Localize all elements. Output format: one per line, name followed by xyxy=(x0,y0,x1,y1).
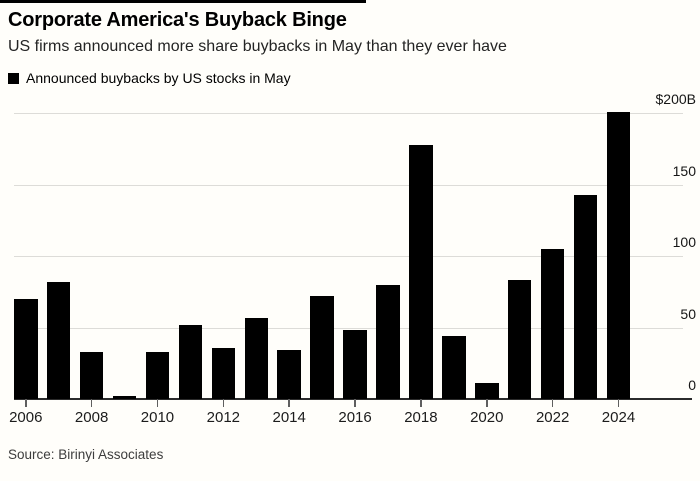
x-axis-label-2018: 2018 xyxy=(404,409,438,426)
bar-2022 xyxy=(540,248,565,399)
bar-2021 xyxy=(507,280,532,399)
gridline-100 xyxy=(14,256,683,258)
y-axis-label-200B: $200B xyxy=(655,91,696,108)
bar-2024 xyxy=(606,111,631,399)
x-tick-2008 xyxy=(90,399,93,407)
x-tick-2024 xyxy=(617,399,620,407)
bar-2006 xyxy=(14,298,38,399)
x-axis-label-2008: 2008 xyxy=(74,409,109,426)
bar-2007 xyxy=(46,281,71,399)
bar-2015 xyxy=(310,296,334,399)
y-axis-label-50: 50 xyxy=(680,305,696,322)
x-axis-label-2010: 2010 xyxy=(140,409,175,426)
source-attribution: Source: Birinyi Associates xyxy=(8,447,164,462)
bar-2018 xyxy=(409,144,433,399)
x-axis-label-2022: 2022 xyxy=(535,409,570,426)
bar-2020 xyxy=(475,383,499,399)
gridline-200 xyxy=(14,113,683,115)
y-axis-label-0: 0 xyxy=(688,377,696,393)
x-axis-label-2016: 2016 xyxy=(338,409,372,426)
legend-label: Announced buybacks by US stocks in May xyxy=(26,70,291,86)
x-axis-label-2006: 2006 xyxy=(9,409,43,426)
bar-2010 xyxy=(145,351,170,399)
bar-2014 xyxy=(277,350,301,399)
x-axis-label-2014: 2014 xyxy=(272,409,306,426)
bar-2009 xyxy=(112,396,137,399)
legend: Announced buybacks by US stocks in May xyxy=(8,70,291,86)
x-tick-2022 xyxy=(551,399,554,407)
bar-2008 xyxy=(79,351,104,399)
chart-title: Corporate America's Buyback Binge xyxy=(8,9,347,31)
x-axis-line xyxy=(14,398,692,400)
x-tick-2016 xyxy=(354,399,356,407)
x-tick-2020 xyxy=(486,399,488,407)
bar-2013 xyxy=(244,317,268,399)
gridline-50 xyxy=(14,327,683,329)
x-tick-2014 xyxy=(288,399,290,407)
legend-swatch-icon xyxy=(8,72,19,84)
top-rule-divider xyxy=(0,0,366,3)
bar-2012 xyxy=(211,347,236,399)
bar-2017 xyxy=(376,284,400,399)
chart-subtitle: US firms announced more share buybacks i… xyxy=(8,38,507,55)
x-tick-2010 xyxy=(156,399,159,407)
bar-2019 xyxy=(442,336,466,399)
x-axis-label-2024: 2024 xyxy=(601,409,636,426)
x-tick-2006 xyxy=(25,399,27,407)
x-axis-label-2020: 2020 xyxy=(470,409,504,426)
y-axis-label-100: 100 xyxy=(672,234,696,251)
x-tick-2018 xyxy=(420,399,422,407)
bar-2016 xyxy=(343,330,367,399)
bar-2011 xyxy=(178,324,203,399)
y-axis-label-150: 150 xyxy=(672,162,696,179)
x-tick-2012 xyxy=(222,399,225,407)
x-axis-label-2012: 2012 xyxy=(206,409,241,426)
gridline-150 xyxy=(14,184,683,186)
bar-2023 xyxy=(573,194,598,399)
